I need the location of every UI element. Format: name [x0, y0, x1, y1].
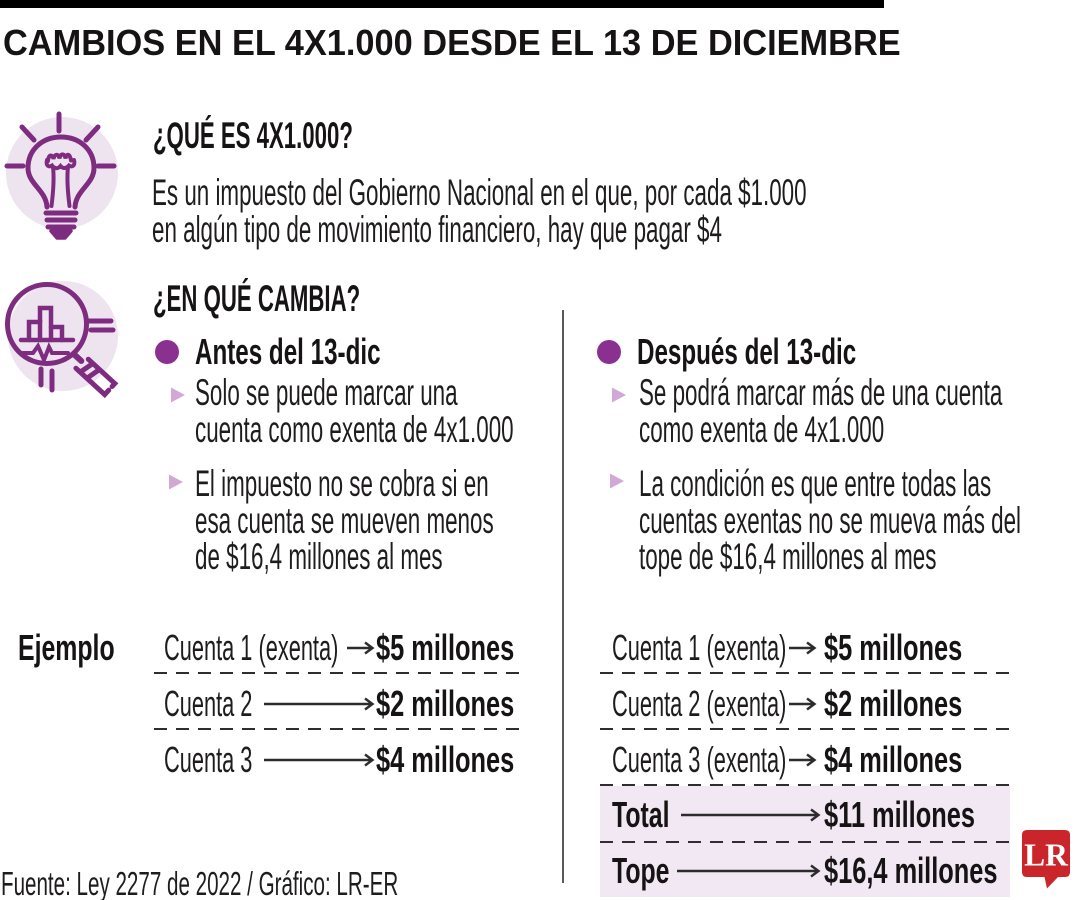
after-bullet-dot	[597, 340, 621, 364]
total-label: Total	[612, 794, 670, 835]
total-value: $11 millones	[824, 794, 975, 835]
row-value: $5 millones	[376, 627, 515, 668]
arrow-icon	[264, 753, 375, 767]
svg-text:LR: LR	[1024, 838, 1069, 873]
row-value: $5 millones	[824, 627, 963, 668]
section-what-heading: ¿QUÉ ES 4X1.000?	[153, 115, 353, 156]
triangle-bullet-icon	[169, 474, 183, 490]
arrow-icon	[789, 753, 817, 767]
before-bullet-dot	[155, 340, 179, 364]
tope-label: Tope	[612, 849, 670, 891]
triangle-bullet-icon	[171, 387, 185, 403]
row-label: Cuenta 2 (exenta)	[612, 683, 787, 724]
before-bullet-1: Solo se puede marcar una cuenta como exe…	[195, 372, 514, 450]
row-separator	[600, 727, 1010, 730]
row-separator	[600, 783, 1010, 786]
column-divider	[562, 310, 564, 883]
source-credit: Fuente: Ley 2277 de 2022 / Gráfico: LR-E…	[1, 865, 399, 900]
before-heading: Antes del 13-dic	[195, 331, 381, 372]
lightbulb-icon	[4, 111, 118, 240]
row-separator	[154, 671, 520, 674]
tope-value: $16,4 millones	[824, 849, 998, 891]
row-label: Cuenta 2	[164, 683, 253, 724]
row-value: $4 millones	[824, 739, 963, 780]
row-label: Cuenta 3	[164, 739, 253, 780]
triangle-bullet-icon	[610, 473, 624, 489]
row-separator	[600, 671, 1010, 674]
after-bullet-2: La condición es que entre todas las cuen…	[639, 463, 1022, 577]
row-value: $4 millones	[376, 739, 515, 780]
row-label: Cuenta 1 (exenta)	[164, 627, 339, 668]
after-heading: Después del 13-dic	[637, 331, 857, 372]
section-what-body: Es un impuesto del Gobierno Nacional en …	[152, 172, 807, 250]
lr-logo: LR	[1022, 830, 1070, 889]
top-bar	[0, 0, 884, 8]
arrow-icon	[677, 864, 821, 877]
arrow-icon	[347, 641, 375, 655]
magnifier-chart-icon	[5, 281, 119, 399]
page-title: CAMBIOS EN EL 4X1.000 DESDE EL 13 DE DIC…	[3, 22, 901, 63]
before-bullet-2: El impuesto no se cobra si en esa cuenta…	[195, 463, 494, 577]
arrow-icon	[264, 697, 375, 711]
arrow-icon	[789, 641, 817, 655]
arrow-icon	[789, 697, 817, 711]
row-separator	[600, 840, 1010, 843]
row-value: $2 millones	[824, 683, 963, 724]
row-value: $2 millones	[376, 683, 515, 724]
after-bullet-1: Se podrá marcar más de una cuenta como e…	[639, 372, 1003, 450]
triangle-bullet-icon	[612, 387, 626, 403]
example-label: Ejemplo	[18, 627, 115, 668]
arrow-icon	[681, 808, 821, 822]
row-label: Cuenta 3 (exenta)	[612, 739, 787, 780]
row-separator	[154, 727, 520, 730]
section-changes-heading: ¿EN QUÉ CAMBIA?	[153, 278, 361, 319]
row-label: Cuenta 1 (exenta)	[612, 627, 787, 668]
